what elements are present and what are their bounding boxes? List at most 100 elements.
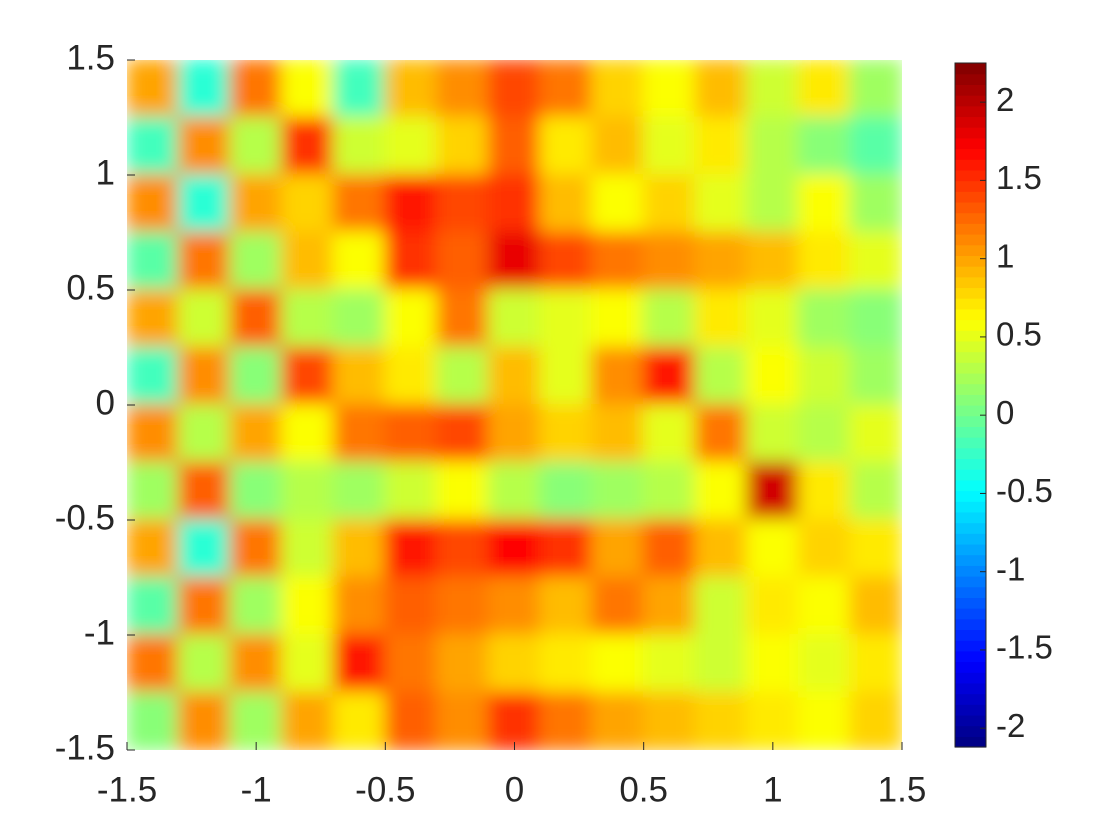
heatmap-cell (177, 289, 232, 349)
heatmap-cell (229, 461, 283, 521)
heatmap-cell (797, 461, 852, 521)
heatmap-cell (487, 404, 542, 464)
heatmap-cell (177, 461, 232, 521)
colorbar-segment (955, 447, 986, 460)
heatmap-cell (487, 60, 542, 119)
heatmap-cell (539, 519, 593, 579)
y-tick-label: 0 (96, 383, 115, 422)
heatmap-cell (332, 116, 387, 176)
heatmap-cell (436, 461, 490, 521)
heatmap-cell (177, 174, 232, 234)
heatmap-cells (127, 60, 902, 750)
heatmap-cell (332, 346, 387, 406)
heatmap-cell (694, 519, 748, 579)
x-tick-label: 0 (505, 770, 524, 809)
colorbar-segment (955, 661, 986, 673)
heatmap-cell (281, 576, 335, 636)
heatmap-cell (694, 231, 748, 291)
heatmap-cell (127, 691, 180, 750)
heatmap-cell (694, 404, 748, 464)
colorbar-segment (955, 105, 986, 118)
heatmap-cell (281, 289, 335, 349)
heatmap-cell (281, 461, 335, 521)
y-tick-label: -0.5 (55, 498, 115, 537)
y-tick-label: 0.5 (66, 268, 115, 307)
colorbar-segment (955, 501, 986, 513)
colorbar-segment (955, 565, 986, 577)
heatmap-cell (797, 404, 852, 464)
heatmap-cell (487, 461, 542, 521)
colorbar-segment (955, 244, 986, 256)
heatmap-cell (797, 60, 852, 119)
heatmap-cell (384, 461, 438, 521)
heatmap-cell (539, 691, 593, 750)
colorbar-segment (955, 255, 986, 267)
heatmap-cell (332, 634, 387, 694)
heatmap-cell (539, 346, 593, 406)
colorbar-segment (955, 437, 986, 449)
heatmap-cell (384, 60, 438, 119)
heatmap-cell (591, 461, 645, 521)
heatmap-cell (849, 576, 902, 636)
colorbar-frame (954, 62, 987, 748)
heatmap-cell (127, 231, 180, 291)
heatmap-cell (487, 691, 542, 750)
heatmap-cell (642, 519, 697, 579)
heatmap-cell (436, 60, 490, 119)
colorbar-tick-label: -0.5 (996, 472, 1053, 509)
heatmap-cell (849, 404, 902, 464)
heatmap-cell (539, 404, 593, 464)
heatmap-cell (332, 404, 387, 464)
heatmap-cell (849, 231, 902, 291)
x-tick-label: -1.5 (97, 770, 157, 809)
heatmap-cell (694, 60, 748, 119)
heatmap-cell (436, 519, 490, 579)
colorbar-segment (955, 330, 986, 342)
heatmap-cell (642, 174, 697, 234)
y-tick-label: 1.5 (66, 38, 115, 77)
heatmap-cell (281, 346, 335, 406)
axes: -1.5 -1 -0.5 0 0.5 1 1.5 -1.5 -1 -0.5 0 0.5 1 1.5 (55, 38, 927, 809)
heatmap-cell (229, 174, 283, 234)
heatmap-cell (177, 60, 232, 119)
heatmap-cell (487, 634, 542, 694)
colorbar-segment (955, 159, 986, 171)
heatmap-cell (436, 404, 490, 464)
x-tick-label: 0.5 (619, 770, 668, 809)
heatmap-cell (694, 174, 748, 234)
heatmap-cell (177, 576, 232, 636)
colorbar-segment (955, 383, 986, 395)
heatmap-cell (487, 346, 542, 406)
heatmap-cell (332, 231, 387, 291)
colorbar-segment (955, 597, 986, 609)
heatmap-cell (127, 576, 180, 636)
heatmap-cell (229, 519, 283, 579)
heatmap-cell (539, 461, 593, 521)
heatmap-cell (746, 231, 800, 291)
heatmap-cell (539, 289, 593, 349)
heatmap-cell (642, 576, 697, 636)
heatmap-cell (229, 60, 283, 119)
heatmap-cell (487, 576, 542, 636)
heatmap-cell (591, 404, 645, 464)
heatmap-cell (332, 576, 387, 636)
heatmap-cell (281, 691, 335, 750)
heatmap-cell (127, 461, 180, 521)
heatmap-cell (177, 404, 232, 464)
heatmap-cell (332, 174, 387, 234)
colorbar-segment (955, 479, 986, 492)
heatmap-cell (849, 60, 902, 119)
heatmap-cell (849, 346, 902, 406)
colorbar-segment (955, 351, 986, 363)
colorbar-segment (955, 629, 986, 641)
heatmap-cell (487, 519, 542, 579)
heatmap-cell (591, 346, 645, 406)
colorbar-segment (955, 736, 986, 748)
heatmap-cell (591, 576, 645, 636)
colorbar-segment (955, 73, 986, 85)
heatmap-cell (436, 346, 490, 406)
heatmap-cell (797, 634, 852, 694)
colorbar-segment (955, 95, 986, 107)
